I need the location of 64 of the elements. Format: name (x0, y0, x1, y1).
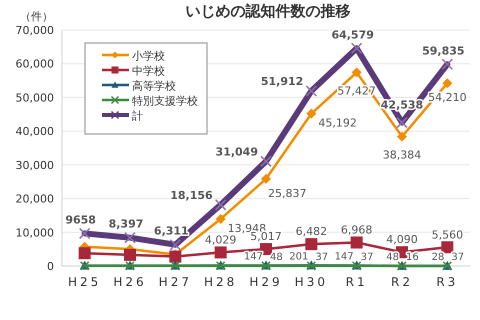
data-label: 37 (451, 252, 464, 263)
point (350, 236, 363, 249)
data-label: 6,482 (296, 225, 328, 238)
data-label: 37 (360, 252, 374, 263)
data-label: 18,156 (170, 188, 214, 202)
data-label: 147 (334, 252, 354, 263)
x-tick-label: R1 (346, 275, 368, 289)
point (441, 241, 454, 254)
point (305, 238, 318, 250)
data-label: 4,029 (204, 233, 236, 246)
point (442, 78, 452, 88)
point (214, 246, 227, 258)
point (124, 248, 136, 261)
data-label: 201 (289, 251, 308, 262)
point (352, 67, 362, 78)
x-tick-label: H28 (204, 275, 238, 289)
x-tick-label: H29 (249, 275, 283, 289)
y-axis-title: （件） (20, 10, 53, 23)
data-label: 4,090 (386, 233, 418, 246)
y-tick-label: 40,000 (16, 125, 54, 138)
x-tick-label: H25 (68, 275, 102, 289)
data-label: 147 (244, 252, 263, 263)
data-label: 59,835 (422, 44, 465, 58)
x-tick-label: H30 (294, 275, 328, 289)
y-tick-label: 30,000 (16, 158, 54, 172)
data-label: 48 (270, 252, 283, 263)
y-tick-label: 20,000 (16, 192, 54, 206)
data-label: 31,049 (216, 145, 258, 158)
data-label: 8,397 (108, 218, 144, 231)
x-tick-label: H26 (113, 275, 147, 289)
y-tick-label: 60,000 (16, 58, 54, 71)
y-tick-label: 70,000 (16, 24, 54, 37)
legend-label: 特別支援学校 (132, 94, 198, 108)
data-label: 37 (315, 252, 328, 263)
legend-label: 中学校 (132, 64, 165, 78)
data-label: 6,311 (154, 224, 189, 238)
point (397, 132, 407, 142)
y-tick-label: 50,000 (16, 91, 54, 104)
data-label: 51,912 (260, 74, 304, 88)
data-label: 5,560 (432, 228, 464, 242)
y-tick-label: 0 (47, 260, 54, 273)
data-label: 38,384 (382, 148, 422, 162)
point (306, 108, 316, 119)
chart-title: いじめの認知件数の推移 (186, 2, 350, 20)
legend-label: 高等学校 (132, 80, 176, 92)
point (78, 247, 91, 260)
point (216, 214, 226, 224)
data-label: 48 (386, 252, 399, 263)
point (169, 250, 182, 263)
data-label: 28 (432, 252, 444, 263)
data-label: 16 (406, 252, 419, 263)
x-tick-label: R2 (391, 275, 413, 289)
data-label: 64,579 (331, 28, 374, 42)
y-tick-label: 10,000 (16, 226, 54, 240)
data-label: 5,017 (250, 230, 282, 244)
x-tick-label: H27 (158, 275, 192, 289)
data-label: 25,837 (268, 186, 306, 200)
data-label: 6,968 (340, 224, 372, 237)
x-tick-label: R3 (436, 275, 458, 289)
data-label: 45,192 (318, 116, 357, 130)
point (261, 174, 271, 184)
legend-label: 計 (132, 110, 143, 122)
data-label: 9658 (65, 213, 96, 226)
legend-label: 小学校 (132, 50, 165, 62)
